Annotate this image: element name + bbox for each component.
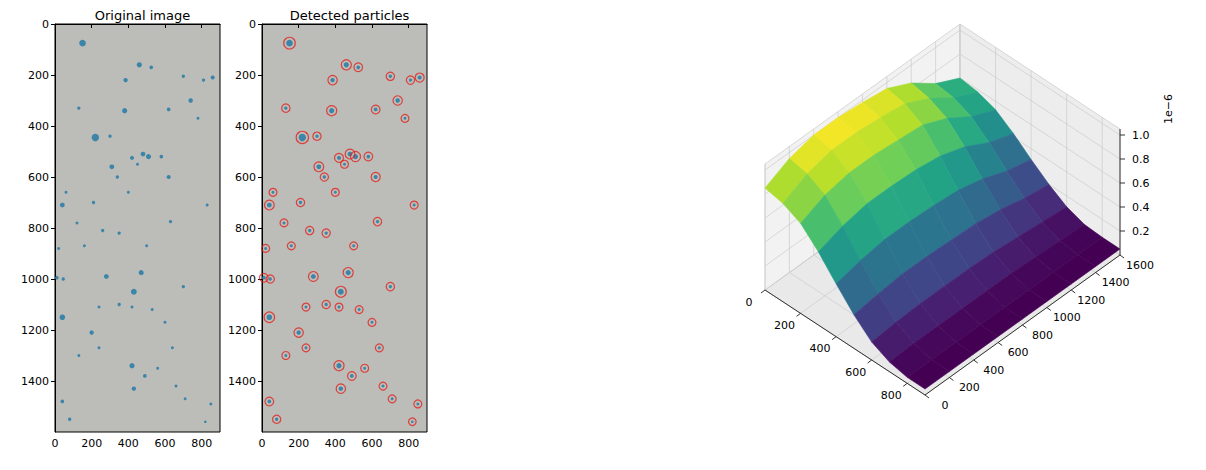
svg-text:400: 400 — [325, 437, 346, 450]
svg-text:1200: 1200 — [1077, 294, 1105, 307]
svg-text:1000: 1000 — [228, 273, 256, 286]
svg-text:800: 800 — [191, 437, 212, 450]
svg-text:400: 400 — [810, 342, 831, 355]
svg-text:0: 0 — [249, 18, 256, 31]
svg-text:1.0: 1.0 — [1132, 129, 1150, 142]
svg-text:200: 200 — [235, 69, 256, 82]
svg-text:800: 800 — [398, 437, 419, 450]
svg-text:1200: 1200 — [228, 324, 256, 337]
svg-text:1600: 1600 — [1126, 259, 1154, 272]
svg-text:0: 0 — [259, 437, 266, 450]
svg-text:800: 800 — [235, 222, 256, 235]
svg-text:1e−6: 1e−6 — [1162, 94, 1175, 124]
svg-text:800: 800 — [1032, 329, 1053, 342]
svg-text:600: 600 — [155, 437, 176, 450]
svg-text:400: 400 — [235, 120, 256, 133]
svg-text:600: 600 — [362, 437, 383, 450]
svg-text:1200: 1200 — [21, 324, 49, 337]
svg-text:Original image: Original image — [95, 8, 191, 23]
svg-text:Detected particles: Detected particles — [290, 8, 410, 23]
svg-text:600: 600 — [235, 171, 256, 184]
svg-text:200: 200 — [81, 437, 102, 450]
svg-text:600: 600 — [1008, 346, 1029, 359]
svg-text:800: 800 — [28, 222, 49, 235]
svg-text:400: 400 — [28, 120, 49, 133]
svg-text:0: 0 — [52, 437, 59, 450]
svg-text:0.6: 0.6 — [1132, 177, 1150, 190]
svg-text:1400: 1400 — [228, 375, 256, 388]
svg-text:0.4: 0.4 — [1132, 201, 1150, 214]
svg-text:800: 800 — [881, 389, 902, 402]
svg-text:0.8: 0.8 — [1132, 153, 1150, 166]
svg-text:400: 400 — [118, 437, 139, 450]
svg-text:1400: 1400 — [21, 375, 49, 388]
svg-text:600: 600 — [28, 171, 49, 184]
svg-text:600: 600 — [845, 366, 866, 379]
svg-text:200: 200 — [28, 69, 49, 82]
svg-text:0.2: 0.2 — [1132, 225, 1150, 238]
svg-text:0: 0 — [42, 18, 49, 31]
svg-text:1400: 1400 — [1102, 276, 1130, 289]
svg-text:1000: 1000 — [1053, 311, 1081, 324]
svg-text:1000: 1000 — [21, 273, 49, 286]
svg-text:0: 0 — [746, 296, 753, 309]
svg-text:200: 200 — [288, 437, 309, 450]
svg-text:400: 400 — [983, 364, 1004, 377]
svg-text:200: 200 — [774, 319, 795, 332]
svg-text:200: 200 — [959, 381, 980, 394]
svg-text:0: 0 — [942, 399, 949, 412]
